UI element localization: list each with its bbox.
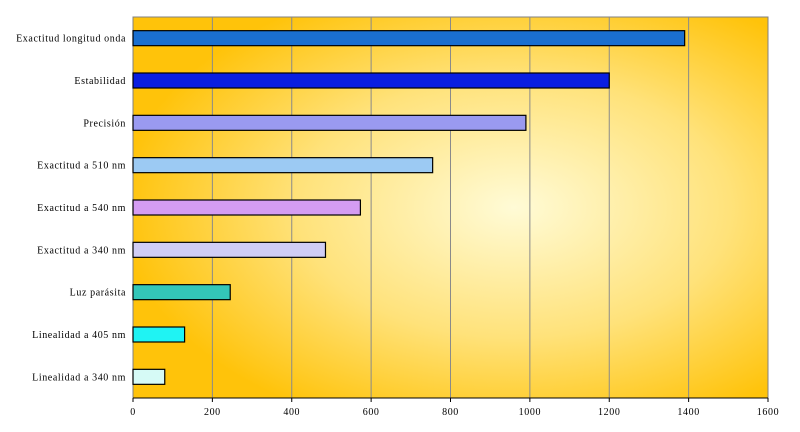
category-label: Linealidad a 405 nm bbox=[32, 330, 126, 341]
x-tick-label: 400 bbox=[283, 407, 300, 418]
bar bbox=[132, 72, 610, 89]
x-tick-label: 1000 bbox=[519, 407, 541, 418]
category-label: Exactitud a 340 nm bbox=[37, 245, 126, 256]
bar bbox=[132, 30, 686, 47]
bar bbox=[132, 326, 186, 343]
category-label: Exactitud a 510 nm bbox=[37, 161, 126, 172]
bars bbox=[132, 30, 686, 385]
bar bbox=[132, 157, 434, 174]
x-tick-label: 600 bbox=[363, 407, 380, 418]
category-label: Estabilidad bbox=[74, 76, 126, 87]
bar bbox=[132, 284, 231, 301]
category-label: Linealidad a 340 nm bbox=[32, 372, 126, 383]
category-labels: Exactitud longitud onda Estabilidad Precis… bbox=[16, 34, 126, 384]
category-label: Exactitud a 540 nm bbox=[37, 203, 126, 214]
x-tick-label: 800 bbox=[442, 407, 459, 418]
bar bbox=[132, 114, 527, 131]
x-axis: 0 200 400 600 800 1000 1200 1400 1600 bbox=[130, 397, 779, 418]
x-tick-label: 1600 bbox=[757, 407, 779, 418]
bar bbox=[132, 368, 166, 385]
x-tick-label: 200 bbox=[204, 407, 221, 418]
category-label: Exactitud longitud onda bbox=[16, 34, 126, 45]
x-tick-label: 1400 bbox=[677, 407, 699, 418]
bar bbox=[132, 199, 362, 216]
bar bbox=[132, 241, 327, 258]
category-label: Luz parásita bbox=[70, 288, 126, 299]
x-tick-label: 0 bbox=[130, 407, 136, 418]
category-label: Precisión bbox=[83, 118, 126, 129]
x-tick-label: 1200 bbox=[598, 407, 620, 418]
